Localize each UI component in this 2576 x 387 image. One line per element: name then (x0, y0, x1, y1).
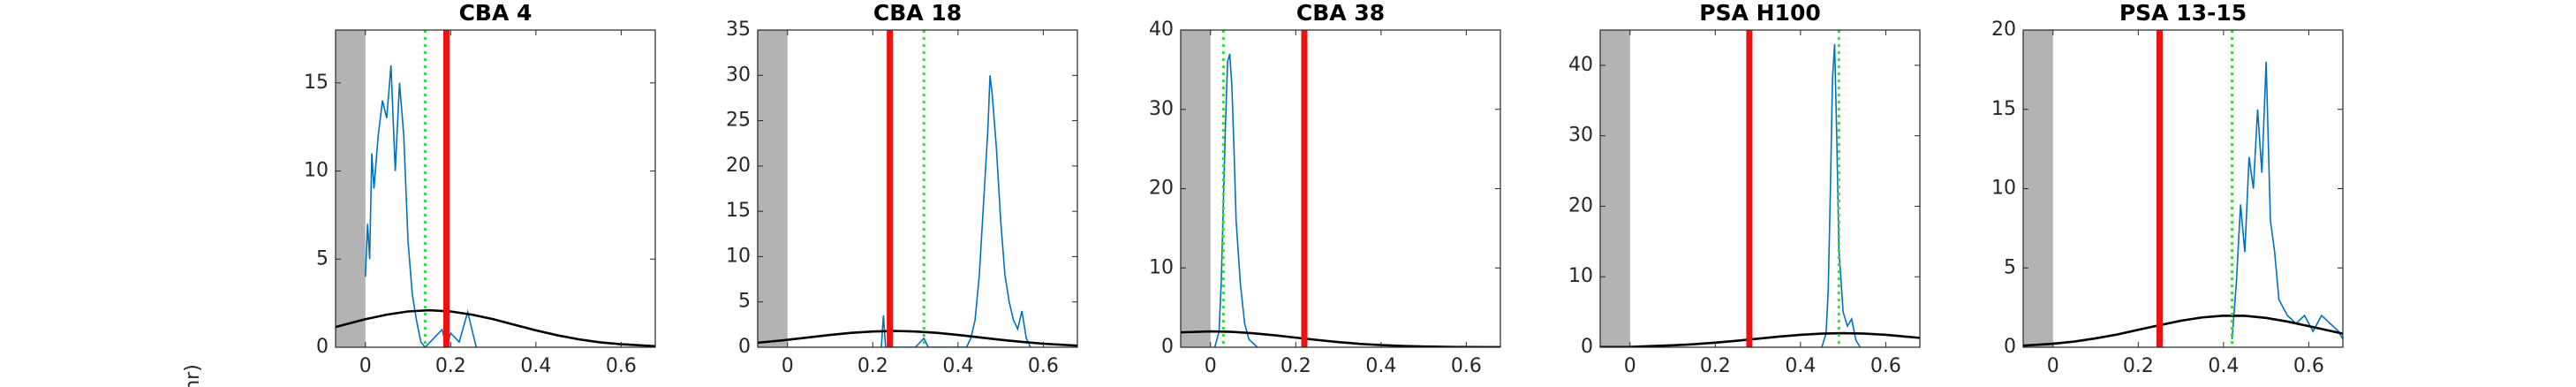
y-tick-label: 25 (726, 110, 751, 132)
y-tick-label: 15 (1991, 98, 2016, 120)
plot-area (1181, 30, 1500, 347)
y-tick-label: 5 (2004, 256, 2016, 278)
x-tick-label: 0 (782, 355, 794, 377)
y-tick-label: 20 (1568, 194, 1593, 216)
x-tick-label: 0.6 (1870, 355, 1901, 377)
x-tick-label: 0.4 (1365, 355, 1396, 377)
axes-box (2022, 29, 2344, 348)
fit-curve (1600, 331, 1920, 347)
y-tick-label: 40 (1568, 54, 1593, 76)
y-tick-label: 10 (1991, 178, 2016, 200)
y-tick-label: 5 (738, 291, 751, 313)
x-tick-label: 0 (1624, 355, 1636, 377)
y-tick-label: 35 (726, 19, 751, 41)
subplot-title: CBA 38 (1296, 0, 1385, 26)
x-tick-label: 0.2 (1700, 355, 1731, 377)
axes-box (757, 29, 1078, 348)
x-tick-label: 0.2 (2123, 355, 2154, 377)
axes-box (335, 29, 656, 348)
x-tick-label: 0.6 (606, 355, 637, 377)
x-tick-label: 0.6 (2293, 355, 2324, 377)
y-tick-label: 40 (1149, 19, 1174, 41)
plot-area (758, 30, 1077, 347)
fit-curve (2023, 314, 2343, 347)
y-tick-label: 15 (726, 200, 751, 222)
plot-area (336, 30, 655, 347)
y-tick-label: 30 (1149, 98, 1174, 120)
y-tick-label: 0 (1161, 336, 1174, 358)
y-tick-label: 15 (304, 72, 329, 94)
fit-curve (1181, 330, 1500, 347)
plot-area (1600, 30, 1920, 347)
y-axis-label: nr) (182, 364, 204, 387)
shaded-region (1600, 30, 1630, 347)
y-tick-label: 0 (738, 336, 751, 358)
x-tick-label: 0.6 (1451, 355, 1482, 377)
data-line (364, 64, 478, 347)
subplot-title: PSA H100 (1699, 0, 1821, 26)
x-tick-label: 0.4 (520, 355, 551, 377)
x-tick-label: 0 (2047, 355, 2059, 377)
shaded-region (758, 30, 788, 347)
y-tick-label: 0 (2004, 336, 2016, 358)
subplot-title: CBA 18 (873, 0, 962, 26)
shaded-region (336, 30, 366, 347)
y-tick-label: 10 (726, 245, 751, 267)
y-tick-label: 20 (726, 155, 751, 177)
data-line (880, 75, 1031, 347)
y-tick-label: 20 (1991, 19, 2016, 41)
axes-box (1180, 29, 1501, 348)
y-tick-label: 10 (304, 160, 329, 182)
y-tick-label: 30 (1568, 125, 1593, 147)
fit-curve (758, 330, 1077, 347)
x-tick-label: 0.6 (1028, 355, 1059, 377)
data-line (1821, 43, 1862, 347)
y-tick-label: 10 (1149, 256, 1174, 278)
y-tick-label: 0 (1581, 336, 1593, 358)
x-tick-label: 0 (1205, 355, 1217, 377)
x-tick-label: 0.2 (1280, 355, 1311, 377)
data-line (1213, 53, 1258, 347)
x-tick-label: 0.2 (857, 355, 888, 377)
x-tick-label: 0 (359, 355, 372, 377)
x-tick-label: 0.4 (1785, 355, 1816, 377)
fit-curve (336, 308, 655, 347)
y-tick-label: 5 (316, 247, 329, 269)
subplot-title: PSA 13-15 (2119, 0, 2247, 26)
x-tick-label: 0.4 (2208, 355, 2239, 377)
x-tick-label: 0.2 (435, 355, 466, 377)
axes-box (1599, 29, 1921, 348)
y-tick-label: 0 (316, 336, 329, 358)
y-tick-label: 10 (1568, 265, 1593, 287)
subplot-title: CBA 4 (459, 0, 533, 26)
plot-area (2023, 30, 2343, 347)
x-tick-label: 0.4 (942, 355, 973, 377)
data-line (2231, 61, 2343, 340)
y-tick-label: 20 (1149, 178, 1174, 200)
y-tick-label: 30 (726, 64, 751, 86)
